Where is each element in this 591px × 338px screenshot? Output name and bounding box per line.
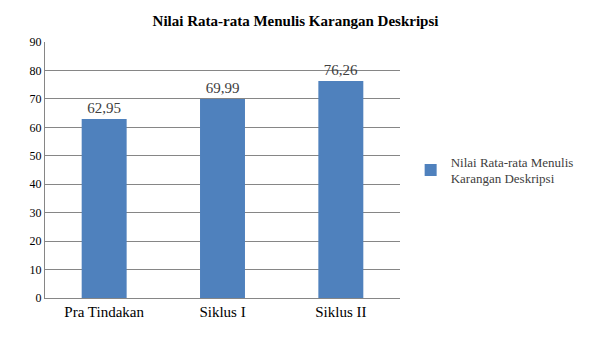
svg-text:62,95: 62,95 [87,100,121,116]
svg-text:80: 80 [30,64,42,78]
svg-text:Siklus II: Siklus II [315,304,366,320]
svg-text:76,26: 76,26 [324,62,358,78]
svg-text:30: 30 [30,206,42,220]
svg-text:10: 10 [30,263,42,277]
svg-text:60: 60 [30,121,42,135]
svg-text:Nilai Rata-rata Menulis Karang: Nilai Rata-rata Menulis Karangan Deskrip… [153,13,439,29]
svg-text:20: 20 [30,234,42,248]
svg-text:Pra Tindakan: Pra Tindakan [64,304,144,320]
svg-text:Nilai Rata-rata MenulisKaranga: Nilai Rata-rata MenulisKarangan Deskrips… [451,155,574,187]
svg-text:70: 70 [30,92,42,106]
svg-text:Siklus I: Siklus I [199,304,245,320]
svg-text:40: 40 [30,177,42,191]
svg-text:50: 50 [30,149,42,163]
svg-text:90: 90 [30,35,42,49]
svg-text:0: 0 [36,291,42,305]
svg-text:69,99: 69,99 [206,80,240,96]
